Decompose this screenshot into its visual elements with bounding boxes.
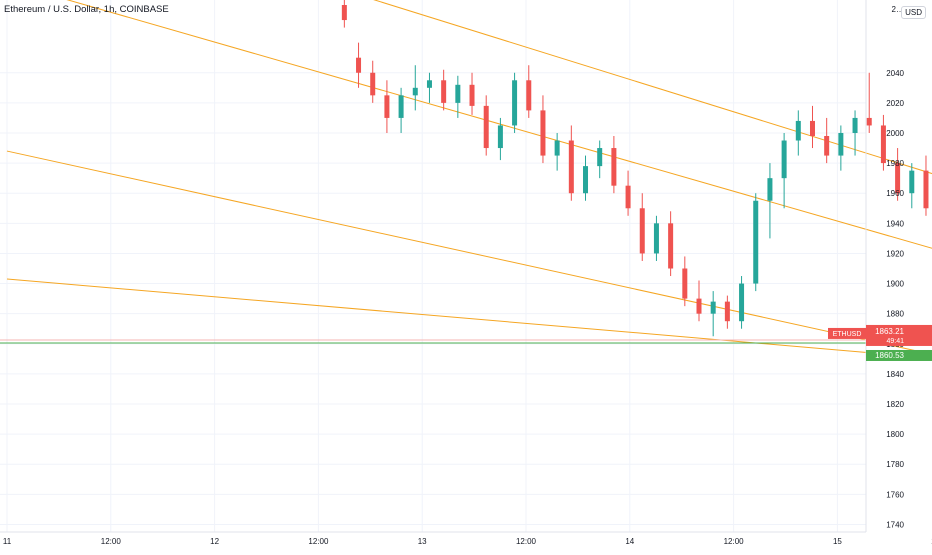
candle-body xyxy=(554,140,560,156)
x-tick-label: 11 xyxy=(3,537,12,546)
candle-body xyxy=(852,117,858,133)
candle-body xyxy=(653,223,659,254)
y-tick-label: 1820 xyxy=(886,400,904,409)
y-tick-label: 1920 xyxy=(886,249,904,258)
y-tick-label: 1760 xyxy=(886,490,904,499)
candle-body xyxy=(611,148,617,186)
y-tick-label: 1940 xyxy=(886,219,904,228)
candle-body xyxy=(668,223,674,269)
candle-body xyxy=(370,72,376,96)
candle-body xyxy=(895,163,901,194)
x-tick-label: 12:00 xyxy=(516,537,537,546)
horizontal-levels xyxy=(0,339,866,344)
y-tick-label: 1800 xyxy=(886,430,904,439)
x-tick-label: 12:00 xyxy=(101,537,122,546)
candle-body xyxy=(753,200,759,284)
x-tick-label: 12:00 xyxy=(308,537,329,546)
trendline xyxy=(373,0,932,175)
y-tick-label: 1840 xyxy=(886,370,904,379)
candle-body xyxy=(497,125,503,149)
candle-body xyxy=(809,120,815,136)
x-tick-label: 15 xyxy=(833,537,842,546)
candle-body xyxy=(909,170,915,194)
countdown-timer: 49:41 xyxy=(886,338,904,345)
candle-body xyxy=(384,95,390,118)
candle-body xyxy=(455,84,461,103)
x-tick-label: 12 xyxy=(210,537,219,546)
candle-body xyxy=(781,140,787,179)
candle-body xyxy=(710,301,716,314)
y-tick-label: 1740 xyxy=(886,520,904,529)
candle-body xyxy=(682,268,688,299)
candle-body xyxy=(412,87,418,96)
y-tick-label: 2040 xyxy=(886,69,904,78)
y-tick-label: 1900 xyxy=(886,280,904,289)
grid xyxy=(0,0,866,532)
y-tick-label: 1880 xyxy=(886,310,904,319)
last-price-value: 1863.21 xyxy=(875,327,904,336)
candle-body xyxy=(540,110,546,156)
x-tick-label: 13 xyxy=(418,537,427,546)
y-tick-label: 1780 xyxy=(886,460,904,469)
candle-body xyxy=(441,80,447,103)
y-tick-label: 1960 xyxy=(886,189,904,198)
candle-body xyxy=(767,178,773,201)
candle-body xyxy=(795,120,801,141)
x-tick-label: 12:00 xyxy=(724,537,745,546)
candle-body xyxy=(483,105,489,149)
candle-body xyxy=(639,208,645,254)
candle-body xyxy=(866,117,872,126)
last-price-tag xyxy=(866,324,932,346)
x-tick-label: 14 xyxy=(625,537,634,546)
y-tick-label: 2020 xyxy=(886,99,904,108)
symbol-tag xyxy=(828,327,866,339)
candle-body xyxy=(398,95,404,118)
currency-badge[interactable]: USD xyxy=(901,6,926,19)
candle-body xyxy=(724,301,730,322)
candle-body xyxy=(469,84,475,106)
candle-body xyxy=(625,185,631,209)
candle-body xyxy=(356,57,362,73)
candle-body xyxy=(923,170,929,209)
candle-body xyxy=(696,298,702,314)
trendline xyxy=(66,0,932,249)
candles xyxy=(341,0,929,337)
candle-body xyxy=(880,125,886,164)
candle-body xyxy=(824,135,830,156)
y-tick-label: 2000 xyxy=(886,129,904,138)
y-tick-label: 2… xyxy=(892,5,904,14)
candle-body xyxy=(597,148,603,167)
chart-title: Ethereum / U.S. Dollar, 1h, COINBASE xyxy=(4,4,169,15)
support-price-tag xyxy=(866,349,932,361)
candle-body xyxy=(739,283,745,322)
candle-body xyxy=(341,5,347,21)
candle-body xyxy=(512,80,518,126)
candle-body xyxy=(583,166,589,194)
symbol-tag-label: ETHUSD xyxy=(833,331,862,338)
candle-body xyxy=(838,132,844,156)
candle-body xyxy=(426,80,432,88)
candle-body xyxy=(568,140,574,194)
candle-body xyxy=(526,80,532,111)
y-tick-label: 1980 xyxy=(886,159,904,168)
support-price-value: 1860.53 xyxy=(875,351,904,360)
